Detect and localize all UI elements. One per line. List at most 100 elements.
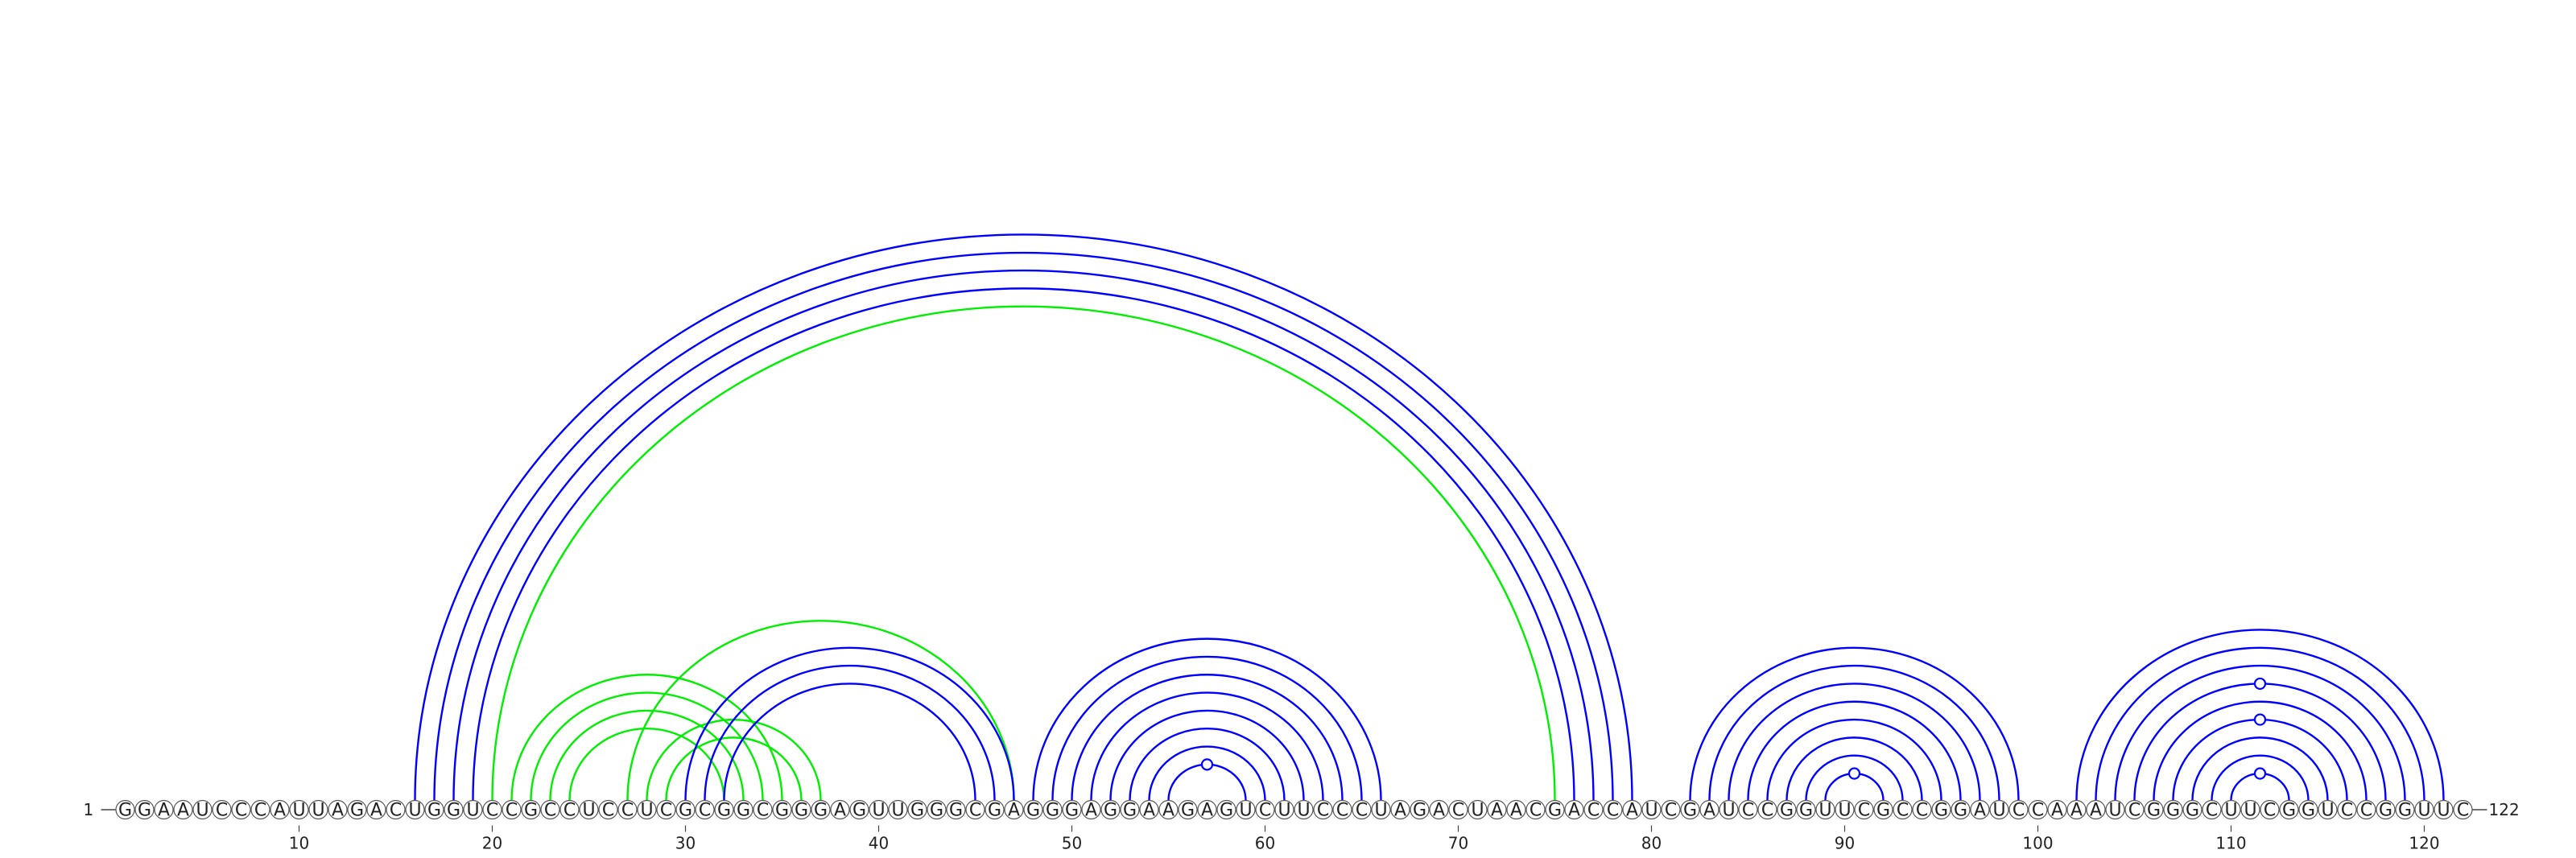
nucleotide-letter: G bbox=[524, 801, 538, 821]
nucleotide: C bbox=[1352, 799, 1372, 821]
nucleotide-letter: G bbox=[1413, 801, 1426, 821]
nucleotide-letter: G bbox=[2379, 801, 2392, 821]
nucleotide: G bbox=[444, 799, 464, 821]
nucleotide: G bbox=[849, 799, 869, 821]
nucleotide-letter: U bbox=[408, 801, 421, 821]
nucleotide: C bbox=[212, 799, 232, 821]
sequence-start-label: 1 bbox=[84, 800, 94, 819]
nucleotide: U bbox=[2240, 799, 2260, 821]
nucleotide-circle bbox=[1158, 799, 1179, 820]
nucleotide: C bbox=[250, 799, 270, 821]
nucleotide: U bbox=[1719, 799, 1739, 821]
nucleotide-letter: U bbox=[2417, 801, 2430, 821]
nucleotide-circle bbox=[656, 799, 676, 820]
primary-pair-arc bbox=[433, 251, 1614, 801]
nucleotide-letter: C bbox=[1317, 801, 1329, 821]
nucleotide-letter: A bbox=[274, 801, 286, 821]
nucleotide-circle bbox=[2395, 799, 2415, 820]
nucleotide: U bbox=[1468, 799, 1488, 821]
nucleotide: U bbox=[289, 799, 309, 821]
nucleotide-circle bbox=[2163, 799, 2183, 820]
nucleotide-letter: U bbox=[582, 801, 595, 821]
nucleotide-letter: U bbox=[292, 801, 305, 821]
alternative-pair-arc bbox=[626, 620, 1015, 801]
nucleotide-circle bbox=[2086, 799, 2106, 820]
nucleotide-circle bbox=[424, 799, 444, 820]
nucleotide-letter: A bbox=[1162, 801, 1174, 821]
nucleotide: C bbox=[695, 799, 715, 821]
nucleotide-letter: C bbox=[1858, 801, 1870, 821]
nucleotide-circle bbox=[270, 799, 290, 820]
nucleotide-circle bbox=[1332, 799, 1352, 820]
nucleotide-circle bbox=[2124, 799, 2145, 820]
sequence-backbone: 1 122 bbox=[84, 800, 2520, 819]
nucleotide-circle bbox=[1468, 799, 1488, 820]
noncanonical-pair-mark bbox=[1200, 758, 1214, 771]
nucleotide-circle bbox=[1236, 799, 1256, 820]
nucleotide-letter: A bbox=[2090, 801, 2102, 821]
nucleotide: C bbox=[482, 799, 502, 821]
nucleotide-circle bbox=[1873, 799, 1893, 820]
nucleotide-circle bbox=[2318, 799, 2338, 820]
nucleotide-letter: C bbox=[1607, 801, 1619, 821]
nucleotide-letter: G bbox=[2282, 801, 2296, 821]
nucleotide-circle bbox=[1100, 799, 1121, 820]
nucleotide-letter: U bbox=[2108, 801, 2121, 821]
nucleotide-letter: U bbox=[1278, 801, 1290, 821]
nucleotide: G bbox=[1216, 799, 1236, 821]
nucleotide-circle bbox=[308, 799, 328, 820]
primary-pair-arc bbox=[723, 683, 976, 801]
nucleotide: A bbox=[366, 799, 386, 821]
nucleotide-letter: C bbox=[564, 801, 576, 821]
alternative-pair-arc bbox=[568, 728, 725, 801]
alternative-pair-arc bbox=[530, 691, 764, 801]
nucleotide: G bbox=[1062, 799, 1082, 821]
nucleotide-circle bbox=[1603, 799, 1623, 820]
nucleotide-letter: U bbox=[640, 801, 653, 821]
nucleotide-letter: U bbox=[2321, 801, 2334, 821]
nucleotide-letter: C bbox=[2013, 801, 2025, 821]
tick-label: 110 bbox=[2215, 834, 2246, 853]
nucleotide-letter: G bbox=[1026, 801, 1040, 821]
nucleotide-circle bbox=[2105, 799, 2125, 820]
nucleotide: C bbox=[1448, 799, 1468, 821]
nucleotide-letter: A bbox=[834, 801, 846, 821]
nucleotide-circle bbox=[1796, 799, 1816, 820]
nucleotide: G bbox=[1120, 799, 1140, 821]
nucleotide-letter: A bbox=[2070, 801, 2083, 821]
nucleotide: G bbox=[1777, 799, 1797, 821]
nucleotide-circle bbox=[2453, 799, 2473, 820]
nucleotide-letter: A bbox=[177, 801, 189, 821]
nucleotide-circle bbox=[1178, 799, 1198, 820]
primary-pair-arc bbox=[1071, 674, 1344, 801]
primary-pair-arc bbox=[1090, 691, 1324, 801]
nucleotide-circle bbox=[115, 799, 135, 820]
nucleotide-circle bbox=[2279, 799, 2299, 820]
nucleotide: G bbox=[115, 799, 135, 821]
nucleotide-letter: C bbox=[544, 801, 556, 821]
nucleotide-circle bbox=[888, 799, 908, 820]
nucleotide-letter: U bbox=[1992, 801, 2005, 821]
tick-label: 40 bbox=[869, 834, 889, 853]
nucleotide-circle bbox=[1004, 799, 1024, 820]
nucleotide: A bbox=[1429, 799, 1449, 821]
nucleotide: A bbox=[1699, 799, 1719, 821]
primary-pair-arc bbox=[2095, 646, 2425, 801]
nucleotide-circle bbox=[1757, 799, 1777, 820]
nucleotide-letter: C bbox=[486, 801, 498, 821]
nucleotide-letter: G bbox=[1181, 801, 1195, 821]
nucleotide-circle bbox=[1255, 799, 1275, 820]
nucleotide: A bbox=[1197, 799, 1217, 821]
nucleotide-circle bbox=[714, 799, 734, 820]
nucleotide-letter: A bbox=[1008, 801, 1020, 821]
noncanonical-pair-mark bbox=[2253, 677, 2267, 691]
tick-label: 20 bbox=[482, 834, 502, 853]
nucleotide-circle bbox=[1294, 799, 1314, 820]
nucleotide-letter: C bbox=[1259, 801, 1271, 821]
nucleotide-circle bbox=[1854, 799, 1874, 820]
nucleotide-circle bbox=[1216, 799, 1236, 820]
alternative-pair-arc bbox=[491, 305, 1556, 801]
nucleotide-circle bbox=[2008, 799, 2029, 820]
nucleotide-letter: C bbox=[621, 801, 634, 821]
nucleotide: C bbox=[617, 799, 638, 821]
